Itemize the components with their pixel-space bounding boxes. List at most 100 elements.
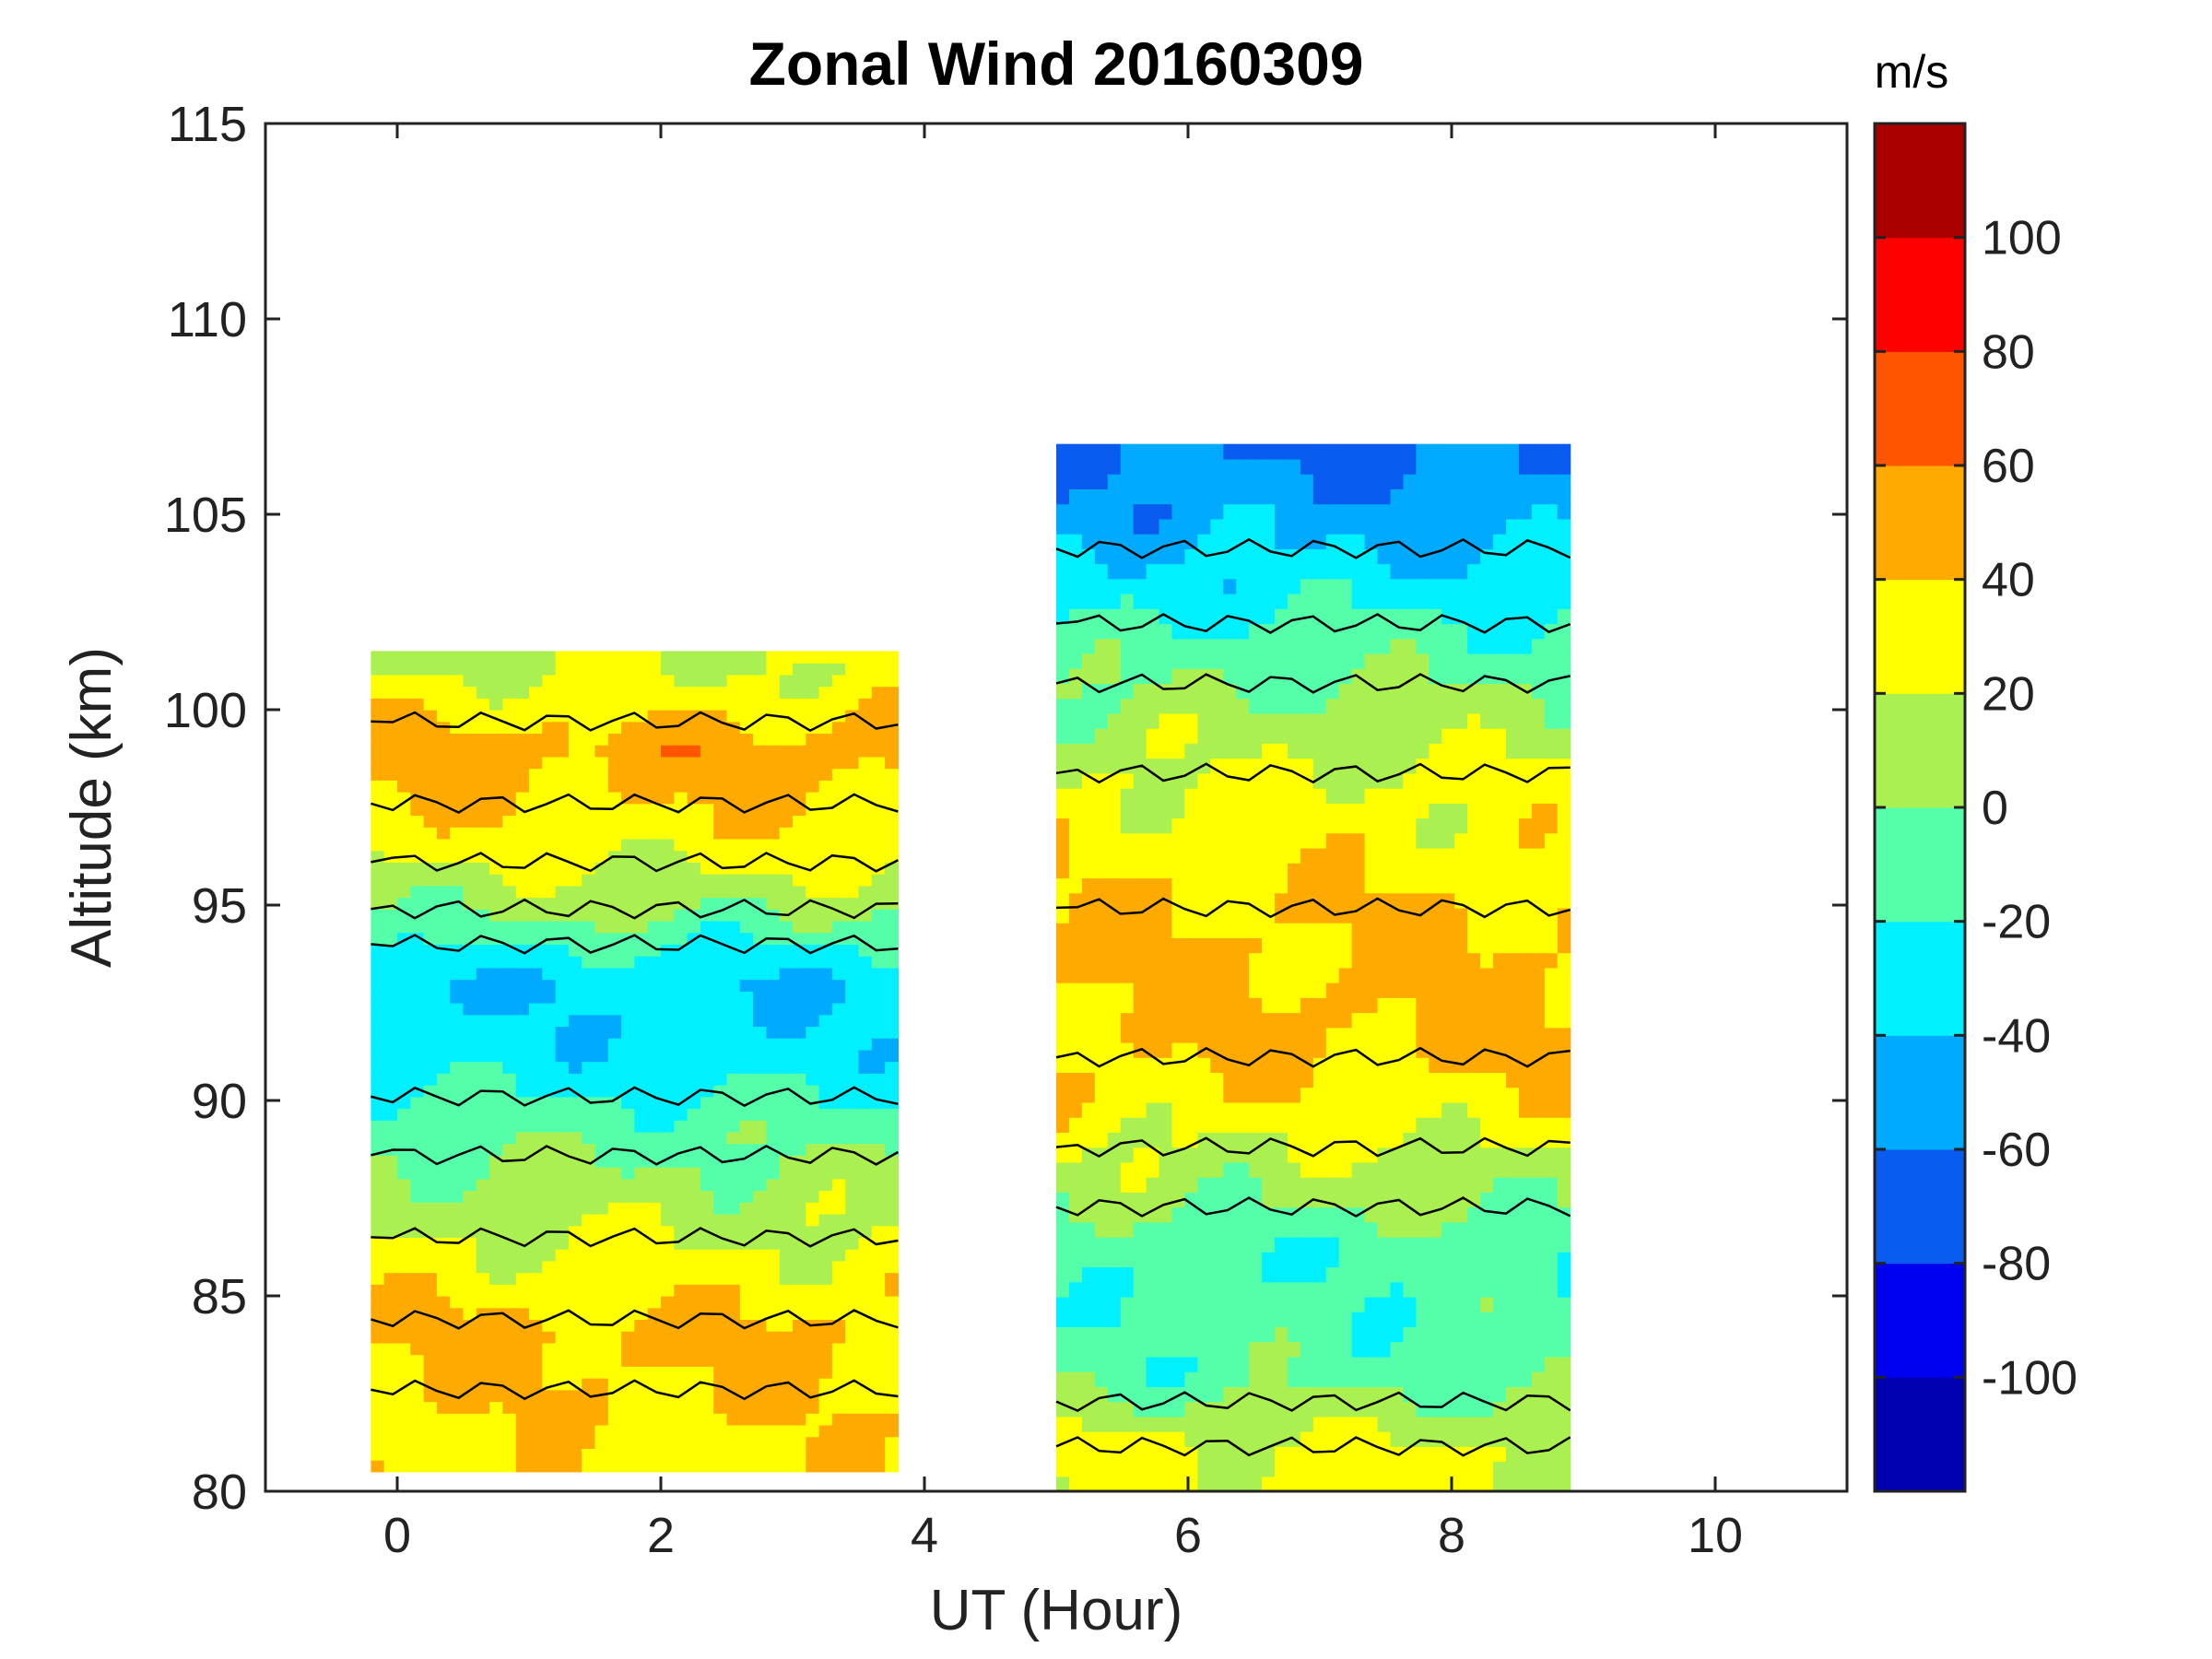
contour-cell bbox=[713, 815, 728, 828]
contour-cell bbox=[542, 1424, 557, 1438]
contour-cell bbox=[713, 1049, 728, 1063]
contour-cell bbox=[1338, 937, 1353, 954]
contour-cell bbox=[1338, 1252, 1353, 1268]
contour-cell bbox=[739, 1272, 754, 1285]
contour-cell bbox=[845, 745, 860, 758]
contour-cell bbox=[1068, 623, 1083, 640]
contour-cell bbox=[687, 1413, 701, 1426]
contour-cell bbox=[739, 1424, 754, 1438]
contour-cell bbox=[397, 1073, 411, 1086]
contour-cell bbox=[818, 1424, 833, 1438]
contour-cell bbox=[1287, 594, 1301, 609]
contour-cell bbox=[1300, 668, 1314, 685]
contour-cell bbox=[371, 920, 385, 934]
contour-cell bbox=[713, 698, 728, 711]
contour-cell bbox=[858, 815, 873, 828]
contour-cell bbox=[1146, 1072, 1160, 1088]
contour-cell bbox=[1159, 683, 1173, 700]
contour-cell bbox=[661, 756, 675, 770]
contour-line bbox=[371, 1227, 899, 1248]
contour-cell bbox=[1197, 923, 1211, 938]
contour-cell bbox=[739, 1413, 754, 1426]
contour-cell bbox=[634, 979, 649, 992]
contour-cell bbox=[489, 1354, 503, 1367]
contour-cell bbox=[476, 1284, 490, 1297]
contour-cell bbox=[1223, 847, 1237, 864]
contour-cell bbox=[818, 1026, 833, 1039]
contour-cell bbox=[1171, 1252, 1186, 1268]
contour-cell bbox=[700, 1213, 714, 1227]
contour-cell bbox=[726, 1272, 741, 1285]
contour-cell bbox=[1068, 832, 1083, 849]
contour-cell bbox=[542, 1319, 557, 1332]
contour-cell bbox=[515, 956, 530, 969]
contour-cell bbox=[397, 651, 411, 664]
contour-cell bbox=[674, 721, 688, 735]
contour-cell bbox=[1159, 698, 1173, 714]
contour-cell bbox=[845, 827, 860, 840]
contour-cell bbox=[594, 1354, 609, 1367]
contour-cell bbox=[423, 1366, 438, 1379]
contour-cell bbox=[607, 1167, 622, 1180]
contour-cell bbox=[1056, 1371, 1070, 1387]
contour-cell bbox=[1351, 1072, 1366, 1088]
contour-cell bbox=[1133, 892, 1147, 909]
contour-cell bbox=[607, 768, 622, 781]
contour-cell bbox=[1159, 1371, 1173, 1387]
contour-cell bbox=[568, 956, 582, 969]
contour-cell bbox=[818, 1155, 833, 1168]
contour-cell bbox=[806, 1178, 820, 1192]
contour-cell bbox=[1146, 1132, 1160, 1148]
contour-cell bbox=[1377, 623, 1392, 640]
contour-cell bbox=[1056, 1147, 1070, 1163]
contour-cell bbox=[1146, 743, 1160, 759]
contour-cell bbox=[1325, 1326, 1340, 1343]
contour-cell bbox=[779, 1014, 794, 1028]
contour-cell bbox=[634, 1342, 649, 1356]
contour-cell bbox=[1107, 1192, 1122, 1208]
contour-cell bbox=[568, 838, 582, 852]
contour-cell bbox=[1262, 458, 1276, 475]
contour-cell bbox=[410, 1413, 425, 1426]
contour-cell bbox=[1325, 1386, 1340, 1403]
contour-cell bbox=[1056, 1461, 1070, 1477]
contour-cell bbox=[687, 1237, 701, 1250]
contour-cell bbox=[1056, 1446, 1070, 1463]
contour-cell bbox=[1262, 1087, 1276, 1103]
contour-cell bbox=[1184, 728, 1198, 744]
contour-cell bbox=[529, 838, 543, 852]
contour-cell bbox=[1312, 1101, 1327, 1118]
contour-cell bbox=[489, 1249, 503, 1262]
contour-cell bbox=[766, 1155, 781, 1168]
contour-cell bbox=[661, 1413, 675, 1426]
contour-cell bbox=[766, 1237, 781, 1250]
contour-cell bbox=[1107, 1012, 1122, 1029]
contour-cell bbox=[793, 1178, 806, 1192]
contour-cell bbox=[766, 768, 781, 781]
contour-cell bbox=[1377, 1326, 1392, 1343]
contour-cell bbox=[594, 1120, 609, 1133]
contour-cell bbox=[1197, 982, 1211, 998]
contour-cell bbox=[568, 1389, 582, 1403]
contour-cell bbox=[700, 979, 714, 992]
contour-cell bbox=[1068, 803, 1083, 819]
contour-cell bbox=[1107, 1147, 1122, 1163]
contour-cell bbox=[1184, 1312, 1198, 1328]
contour-cell bbox=[529, 674, 543, 688]
contour-cell bbox=[1390, 1461, 1405, 1477]
contour-cell bbox=[1133, 1057, 1147, 1074]
contour-cell bbox=[1133, 683, 1147, 700]
contour-cell bbox=[1441, 563, 1455, 580]
contour-cell bbox=[1325, 923, 1340, 938]
contour-cell bbox=[1300, 1221, 1314, 1238]
contour-cell bbox=[1056, 488, 1070, 505]
contour-cell bbox=[1351, 1356, 1366, 1372]
contour-cell bbox=[700, 1401, 714, 1414]
contour-cell bbox=[450, 920, 465, 934]
contour-cell bbox=[1275, 594, 1288, 609]
contour-cell bbox=[436, 1296, 451, 1309]
contour-cell bbox=[476, 1131, 490, 1145]
contour-cell bbox=[779, 698, 794, 711]
contour-cell bbox=[885, 1085, 899, 1098]
contour-cell bbox=[1262, 594, 1276, 609]
